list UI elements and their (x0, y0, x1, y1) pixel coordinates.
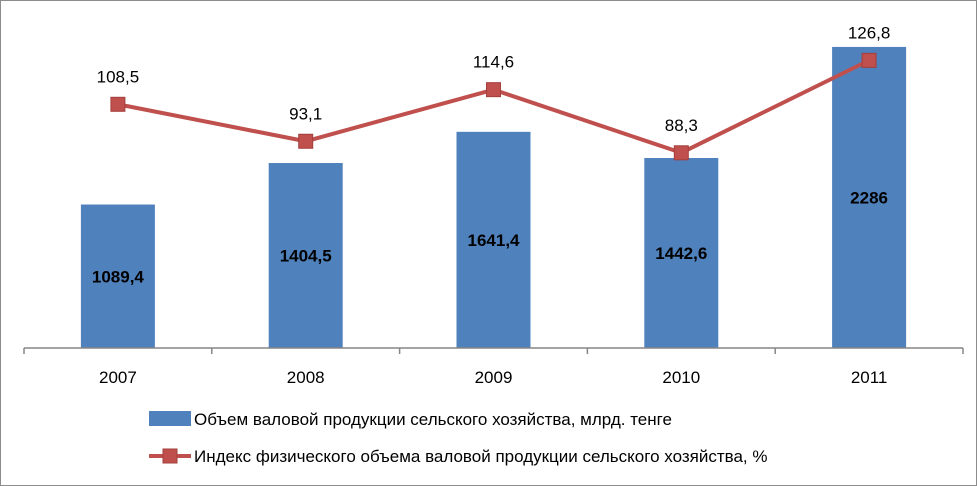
x-tick-label-2010: 2010 (662, 368, 700, 387)
bar-2007 (80, 204, 155, 348)
line-label-2009: 114,6 (473, 53, 514, 72)
bar-label-2008: 1404,5 (280, 247, 332, 266)
line-label-2010: 88,3 (665, 116, 698, 135)
bar-label-2009: 1641,4 (468, 231, 521, 250)
legend-line-label: Индекс физического объема валовой продук… (194, 447, 767, 466)
legend-bar-swatch (149, 411, 191, 426)
bar-2011 (832, 46, 907, 348)
bar-2010 (644, 158, 719, 348)
bar-label-2010: 1442,6 (655, 244, 707, 263)
x-tick-label-2009: 2009 (475, 368, 513, 387)
line-label-2007: 108,5 (97, 67, 140, 86)
legend-line-marker (162, 448, 178, 464)
line-marker-2011 (861, 52, 877, 68)
line-marker-2009 (486, 82, 501, 98)
line-marker-2007 (110, 96, 126, 112)
legend: Объем валовой продукции сельского хозяйс… (149, 410, 767, 466)
bar-series: 1089,4 1404,5 1641,4 1442,6 2286 (80, 46, 907, 348)
legend-bar-label: Объем валовой продукции сельского хозяйс… (194, 410, 672, 429)
line-label-2008: 93,1 (289, 104, 322, 123)
x-tick-label-2008: 2008 (287, 368, 325, 387)
bar-label-2007: 1089,4 (92, 267, 145, 286)
x-tick-label-2011: 2011 (851, 368, 888, 387)
bar-label-2011: 2286 (850, 188, 888, 207)
bar-2008 (268, 163, 343, 348)
line-label-2011: 126,8 (848, 23, 891, 42)
line-series: 108,5 93,1 114,6 88,3 126,8 (97, 23, 891, 161)
x-axis: 2007 2008 2009 2010 2011 (23, 347, 964, 387)
bar-2009 (456, 131, 531, 348)
line-marker-2008 (298, 133, 314, 149)
x-tick-label-2007: 2007 (99, 368, 137, 387)
line-marker-2010 (673, 145, 689, 161)
